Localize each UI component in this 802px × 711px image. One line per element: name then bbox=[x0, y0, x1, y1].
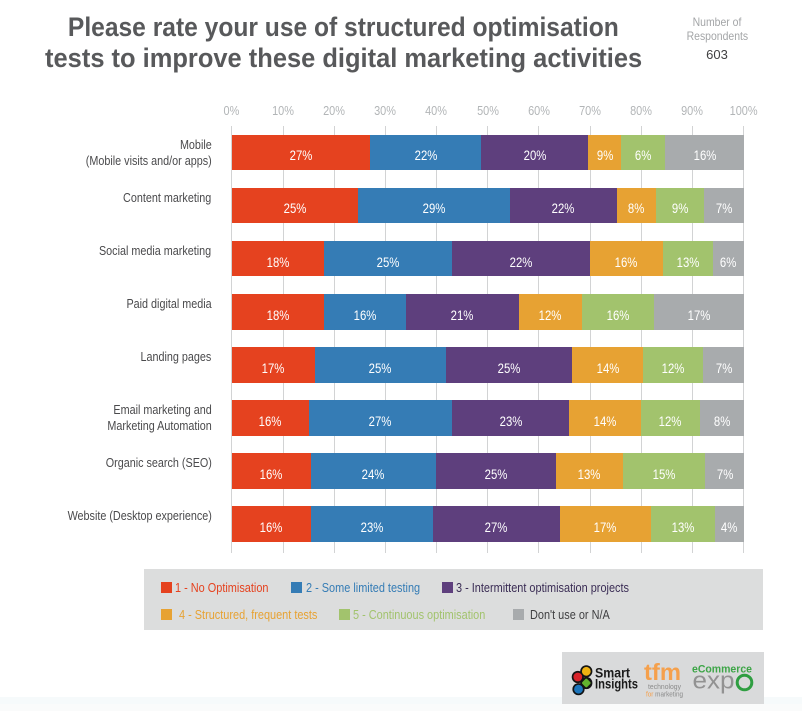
svg-text:Smart: Smart bbox=[595, 666, 630, 681]
svg-text:tfm: tfm bbox=[644, 659, 681, 685]
svg-text:Insights: Insights bbox=[595, 677, 638, 692]
svg-text:exp: exp bbox=[693, 668, 735, 695]
svg-text:for marketing: for marketing bbox=[646, 690, 683, 699]
svg-text:technology: technology bbox=[648, 682, 681, 691]
svg-text:eCommerce: eCommerce bbox=[692, 664, 752, 676]
